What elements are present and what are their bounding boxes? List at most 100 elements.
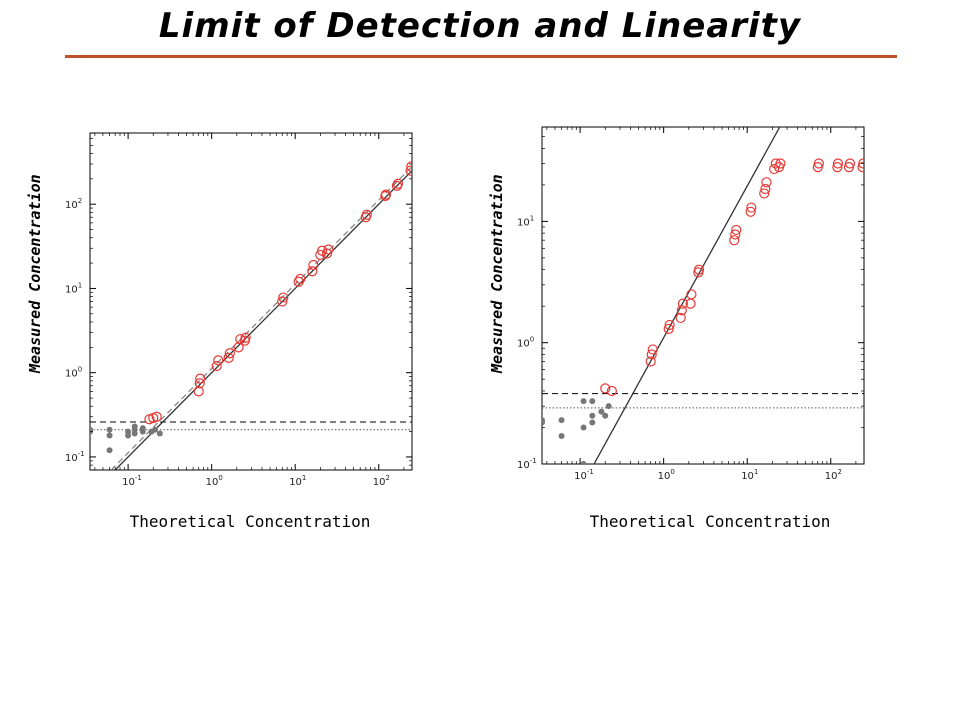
right-plot-frame: [541, 126, 865, 465]
right-x-tick-label: 101: [741, 468, 758, 482]
left-point-above-lod: [361, 209, 372, 220]
right-point-above-lod: [647, 344, 658, 355]
left-point-below-lod: [106, 432, 113, 439]
right-y-tick-label: 100: [517, 336, 534, 350]
right-point-below-lod: [580, 461, 587, 464]
left-point-above-lod: [223, 352, 234, 363]
right-point-above-lod: [761, 177, 772, 188]
right-y-tick-label: 10-1: [517, 457, 537, 471]
left-y-tick-label: 101: [65, 281, 82, 295]
left-y-tick-label: 102: [65, 197, 82, 211]
left-point-above-lod: [211, 360, 222, 372]
right-point-above-lod: [664, 319, 675, 331]
right-point-above-lod: [769, 163, 780, 175]
slide-title: Limit of Detection and Linearity: [158, 6, 802, 46]
right-x-axis-label: Theoretical Concentration: [589, 512, 831, 531]
right-x-tick-label: 102: [825, 468, 842, 482]
left-point-above-lod: [323, 244, 334, 255]
left-point-above-lod: [391, 180, 403, 191]
right-point-above-lod: [676, 305, 687, 316]
right-point-below-lod: [580, 398, 587, 405]
left-point-above-lod: [235, 334, 246, 345]
left-x-axis-label: Theoretical Concentration: [129, 512, 371, 531]
left-point-above-lod: [240, 332, 251, 343]
right-plot-area: [542, 127, 864, 464]
left-point-above-lod: [307, 266, 318, 277]
left-plot-frame: [89, 132, 413, 471]
right-point-above-lod: [675, 312, 686, 324]
right-point-above-lod: [731, 224, 742, 236]
left-point-above-lod: [308, 259, 319, 271]
right-point-above-lod: [686, 289, 697, 300]
right-point-below-lod: [589, 398, 596, 405]
right-point-above-lod: [844, 158, 856, 169]
right-point-below-lod: [558, 433, 565, 440]
left-point-above-lod: [293, 276, 304, 287]
left-plot-area: [90, 161, 412, 470]
right-point-above-lod: [759, 188, 770, 199]
right-point-above-lod: [760, 183, 771, 195]
right-point-above-lod: [770, 158, 781, 169]
right-point-below-lod: [542, 419, 545, 426]
left-y-tick-label: 10-1: [65, 450, 85, 464]
right-point-above-lod: [600, 383, 611, 394]
left-point-below-lod: [125, 432, 132, 439]
right-point-below-lod: [589, 412, 596, 419]
left-fit-line: [114, 170, 412, 470]
right-point-above-lod: [646, 349, 657, 360]
right-point-above-lod: [857, 162, 864, 173]
right-point-above-lod: [677, 298, 689, 309]
left-point-above-lod: [380, 189, 392, 200]
left-x-tick-label: 101: [289, 474, 306, 488]
left-point-above-lod: [195, 373, 206, 384]
right-point-above-lod: [746, 202, 757, 213]
right-x-tick-label: 100: [658, 468, 675, 482]
left-point-above-lod: [405, 165, 412, 176]
right-point-above-lod: [832, 158, 844, 169]
left-x-tick-label: 10-1: [122, 474, 142, 488]
left-point-above-lod: [213, 355, 224, 366]
left-point-above-lod: [278, 292, 289, 303]
right-point-above-lod: [730, 229, 741, 240]
right-point-above-lod: [693, 264, 705, 275]
left-y-tick-label: 100: [65, 366, 82, 380]
right-point-above-lod: [606, 385, 617, 397]
left-point-above-lod: [194, 378, 205, 389]
left-point-above-lod: [277, 296, 288, 307]
right-point-below-lod: [558, 417, 565, 424]
left-point-below-lod: [156, 430, 163, 437]
right-point-below-lod: [605, 403, 612, 410]
right-point-above-lod: [832, 162, 843, 173]
right-fit-line: [593, 127, 781, 464]
left-point-above-lod: [151, 411, 162, 422]
right-point-above-lod: [729, 235, 740, 246]
left-x-tick-label: 100: [206, 474, 223, 488]
left-point-above-lod: [193, 386, 204, 397]
right-point-below-lod: [589, 419, 596, 426]
right-point-above-lod: [745, 206, 756, 217]
right-point-above-lod: [663, 323, 674, 334]
left-x-tick-label: 102: [373, 474, 390, 488]
right-point-above-lod: [858, 158, 864, 169]
left-point-above-lod: [392, 178, 404, 189]
left-point-below-lod: [106, 426, 113, 433]
left-point-below-lod: [131, 430, 138, 437]
right-point-below-lod: [602, 412, 609, 419]
right-point-below-lod: [580, 424, 587, 431]
left-y-axis-label: Measured Concentration: [26, 174, 44, 373]
left-point-above-lod: [224, 348, 235, 359]
right-x-tick-label: 10-1: [574, 468, 594, 482]
left-point-above-lod: [406, 161, 412, 172]
right-point-above-lod: [645, 356, 656, 367]
left-point-below-lod: [152, 426, 159, 433]
left-dashed-fit-line: [110, 166, 412, 470]
left-chart: 10-1 100 101 102 10-1 100 101 102: [65, 132, 413, 488]
right-point-above-lod: [775, 158, 786, 169]
right-y-tick-label: 101: [517, 214, 534, 228]
right-chart: 10-1 100 101 102 10-1 100 101: [517, 126, 865, 482]
right-point-below-lod: [598, 408, 605, 415]
left-point-below-lod: [139, 428, 146, 435]
left-point-above-lod: [295, 273, 306, 284]
right-point-above-lod: [813, 158, 824, 169]
left-point-below-lod: [106, 447, 113, 454]
